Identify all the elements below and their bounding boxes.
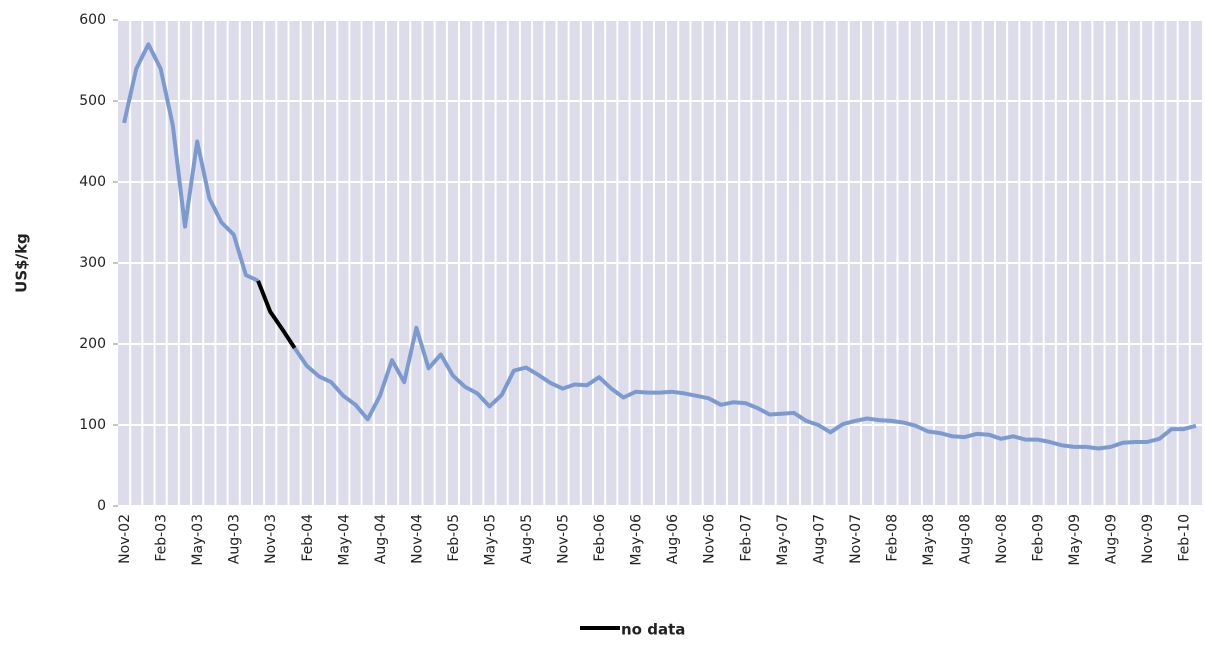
x-tick-label: Aug-09 [1104,514,1120,564]
y-tick-label: 0 [97,498,106,514]
x-tick-label: Nov-05 [556,514,572,564]
y-tick-label: 600 [79,12,106,28]
y-axis-label: US$/kg [13,233,31,293]
x-tick-label: May-03 [190,514,206,566]
x-tick-label: Aug-06 [665,514,681,564]
x-tick-label: Nov-09 [1140,514,1156,564]
x-tick-label: Nov-07 [848,514,864,564]
x-tick-label: Aug-07 [811,514,827,564]
x-tick-label: Aug-03 [227,514,243,564]
x-tick-label: Nov-04 [409,514,425,564]
x-tick-label: Feb-08 [884,514,900,562]
line-series [122,42,1197,451]
x-tick-label: Feb-05 [446,514,462,562]
x-tick-label: Nov-02 [117,514,133,564]
x-tick-label: Feb-07 [738,514,754,562]
y-tick-label: 200 [79,336,106,352]
x-tick-label: Nov-03 [263,514,279,564]
x-tick-label: May-08 [921,514,937,566]
y-tick-label: 100 [79,417,106,433]
legend-label: no data [621,621,685,639]
x-tick-label: Feb-09 [1031,514,1047,562]
x-tick-label: May-04 [336,514,352,566]
x-tick-label: Nov-08 [994,514,1010,564]
x-tick-label: Feb-10 [1177,514,1193,562]
x-tick-label: Aug-05 [519,514,535,564]
x-tick-label: Aug-08 [957,514,973,564]
x-tick-label: Feb-04 [300,514,316,562]
x-tick-label: Nov-06 [702,514,718,564]
x-tick-label: May-09 [1067,514,1083,566]
y-tick-label: 300 [79,255,106,271]
y-tick-label: 500 [79,93,106,109]
x-tick-label: May-05 [482,514,498,566]
x-tick-label: May-06 [629,514,645,566]
x-tick-label: Feb-03 [154,514,170,562]
x-tick-label: May-07 [775,514,791,566]
x-tick-label: Aug-04 [373,514,389,564]
x-tick-label: Feb-06 [592,514,608,562]
y-tick-label: 400 [79,174,106,190]
line-series [256,280,297,350]
